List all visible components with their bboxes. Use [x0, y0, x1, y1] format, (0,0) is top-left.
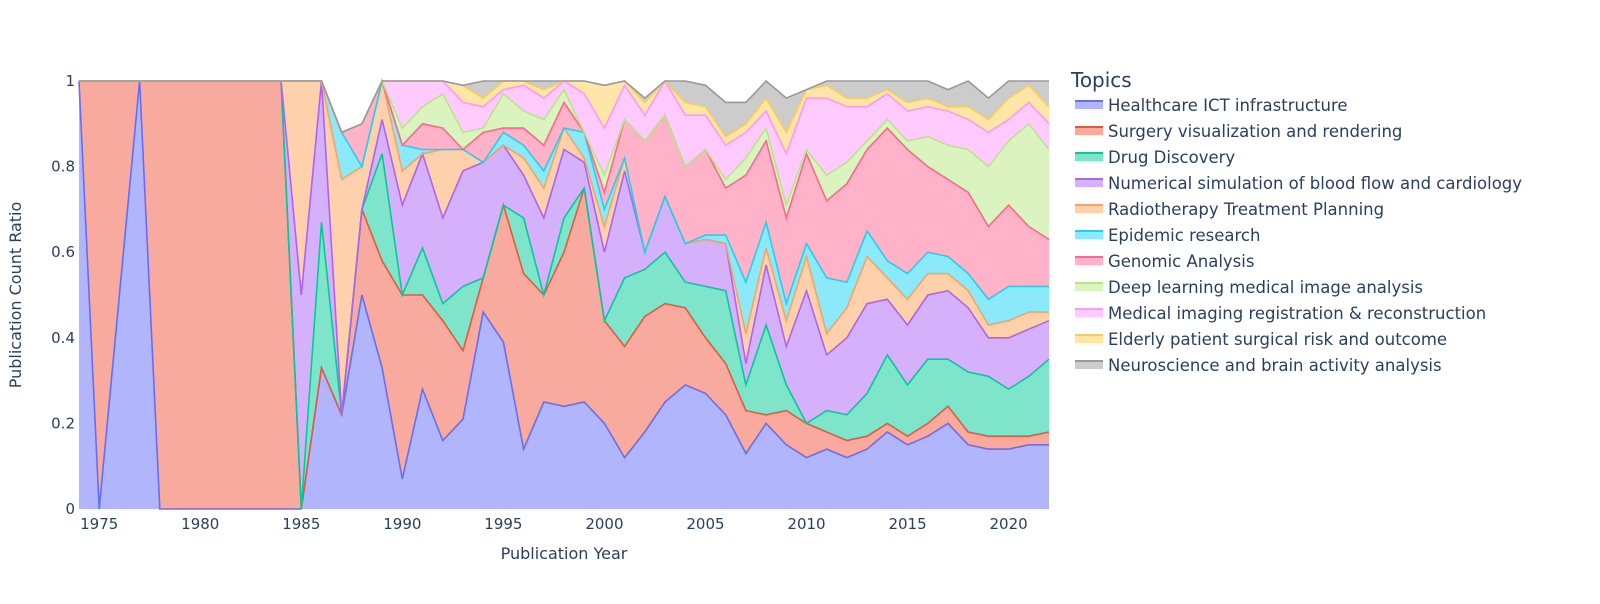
legend-swatch: [1075, 309, 1103, 317]
chart-lines: [78, 77, 1050, 510]
legend-label: Deep learning medical image analysis: [1108, 278, 1423, 297]
legend-item-deep-learning-medical-image-analysis[interactable]: Deep learning medical image analysis: [1075, 278, 1423, 297]
x-tick-label: 2000: [585, 515, 623, 533]
legend-item-medical-imaging-registration-reconstruction[interactable]: Medical imaging registration & reconstru…: [1075, 304, 1486, 323]
legend-label: Healthcare ICT infrastructure: [1108, 96, 1348, 115]
legend-item-surgery-visualization-and-rendering[interactable]: Surgery visualization and rendering: [1075, 122, 1402, 141]
area-genomic-analysis[interactable]: [79, 81, 1049, 304]
legend-item-epidemic-research[interactable]: Epidemic research: [1075, 226, 1260, 245]
y-axis-title: Publication Count Ratio: [6, 202, 25, 389]
legend-label: Elderly patient surgical risk and outcom…: [1108, 330, 1447, 349]
x-axis: 1975 1980 1985 1990 1995 2000 2005 2010 2015 2020: [80, 515, 1028, 533]
legend-item-drug-discovery[interactable]: Drug Discovery: [1075, 148, 1235, 167]
area-numerical-simulation-of-blood-flow-and-cardiology[interactable]: [79, 81, 1049, 509]
legend-swatch: [1075, 231, 1103, 239]
y-tick-label: 0: [65, 500, 75, 518]
legend-swatch: [1075, 257, 1103, 265]
legend-label: Numerical simulation of blood flow and c…: [1108, 174, 1522, 193]
legend-swatch: [1075, 179, 1103, 187]
legend-swatch: [1075, 127, 1103, 135]
legend-swatch: [1075, 335, 1103, 343]
legend-item-neuroscience-and-brain-activity-analysis[interactable]: Neuroscience and brain activity analysis: [1075, 356, 1442, 375]
x-tick-label: 2020: [989, 515, 1027, 533]
legend-label: Epidemic research: [1108, 226, 1260, 245]
area-healthcare-ict-infrastructure[interactable]: [79, 81, 1049, 509]
legend-swatch: [1075, 153, 1103, 161]
x-axis-title: Publication Year: [501, 544, 628, 563]
x-tick-label: 1985: [282, 515, 320, 533]
legend-title: Topics: [1070, 68, 1132, 92]
legend-item-numerical-simulation-of-blood-flow-and-cardiology[interactable]: Numerical simulation of blood flow and c…: [1075, 174, 1522, 193]
x-tick-label: 2005: [686, 515, 724, 533]
legend-item-elderly-patient-surgical-risk-and-outcome[interactable]: Elderly patient surgical risk and outcom…: [1075, 330, 1447, 349]
y-tick-label: 0.4: [51, 329, 75, 347]
area-radiotherapy-treatment-planning[interactable]: [79, 81, 1049, 415]
chart-areas: [79, 81, 1049, 509]
line-numerical-simulation-of-blood-flow-and-cardiology: [79, 80, 1050, 415]
legend-label: Neuroscience and brain activity analysis: [1108, 356, 1442, 375]
legend-item-radiotherapy-treatment-planning[interactable]: Radiotherapy Treatment Planning: [1075, 200, 1384, 219]
x-tick-label: 2015: [888, 515, 926, 533]
legend-label: Genomic Analysis: [1108, 252, 1254, 271]
area-deep-learning-medical-image-analysis[interactable]: [79, 81, 1049, 240]
legend-swatch: [1075, 361, 1103, 369]
x-tick-label: 1990: [383, 515, 421, 533]
legend-label: Surgery visualization and rendering: [1108, 122, 1402, 141]
line-neuroscience-and-brain-activity-analysis: [79, 79, 1049, 134]
legend-label: Radiotherapy Treatment Planning: [1108, 200, 1384, 219]
x-tick-label: 1975: [80, 515, 118, 533]
y-tick-label: 0.8: [51, 158, 75, 176]
legend-label: Medical imaging registration & reconstru…: [1108, 304, 1486, 323]
y-tick-label: 1: [65, 72, 75, 90]
area-medical-imaging-registration-reconstruction[interactable]: [79, 81, 1049, 206]
legend-label: Drug Discovery: [1108, 148, 1235, 167]
legend-swatch: [1075, 205, 1103, 213]
legend-swatch: [1075, 101, 1103, 109]
y-tick-label: 0.2: [51, 414, 75, 432]
legend-item-genomic-analysis[interactable]: Genomic Analysis: [1075, 252, 1254, 271]
y-tick-label: 0.6: [51, 243, 75, 261]
x-tick-label: 1980: [181, 515, 219, 533]
area-surgery-visualization-and-rendering[interactable]: [79, 81, 1049, 509]
legend[interactable]: Topics Healthcare ICT infrastructure Surg…: [1070, 68, 1522, 375]
x-tick-label: 1995: [484, 515, 522, 533]
y-axis: 0 0.2 0.4 0.6 0.8 1: [51, 72, 75, 518]
legend-swatch: [1075, 283, 1103, 291]
x-tick-label: 2010: [787, 515, 825, 533]
legend-item-healthcare-ict-infrastructure[interactable]: Healthcare ICT infrastructure: [1075, 96, 1348, 115]
